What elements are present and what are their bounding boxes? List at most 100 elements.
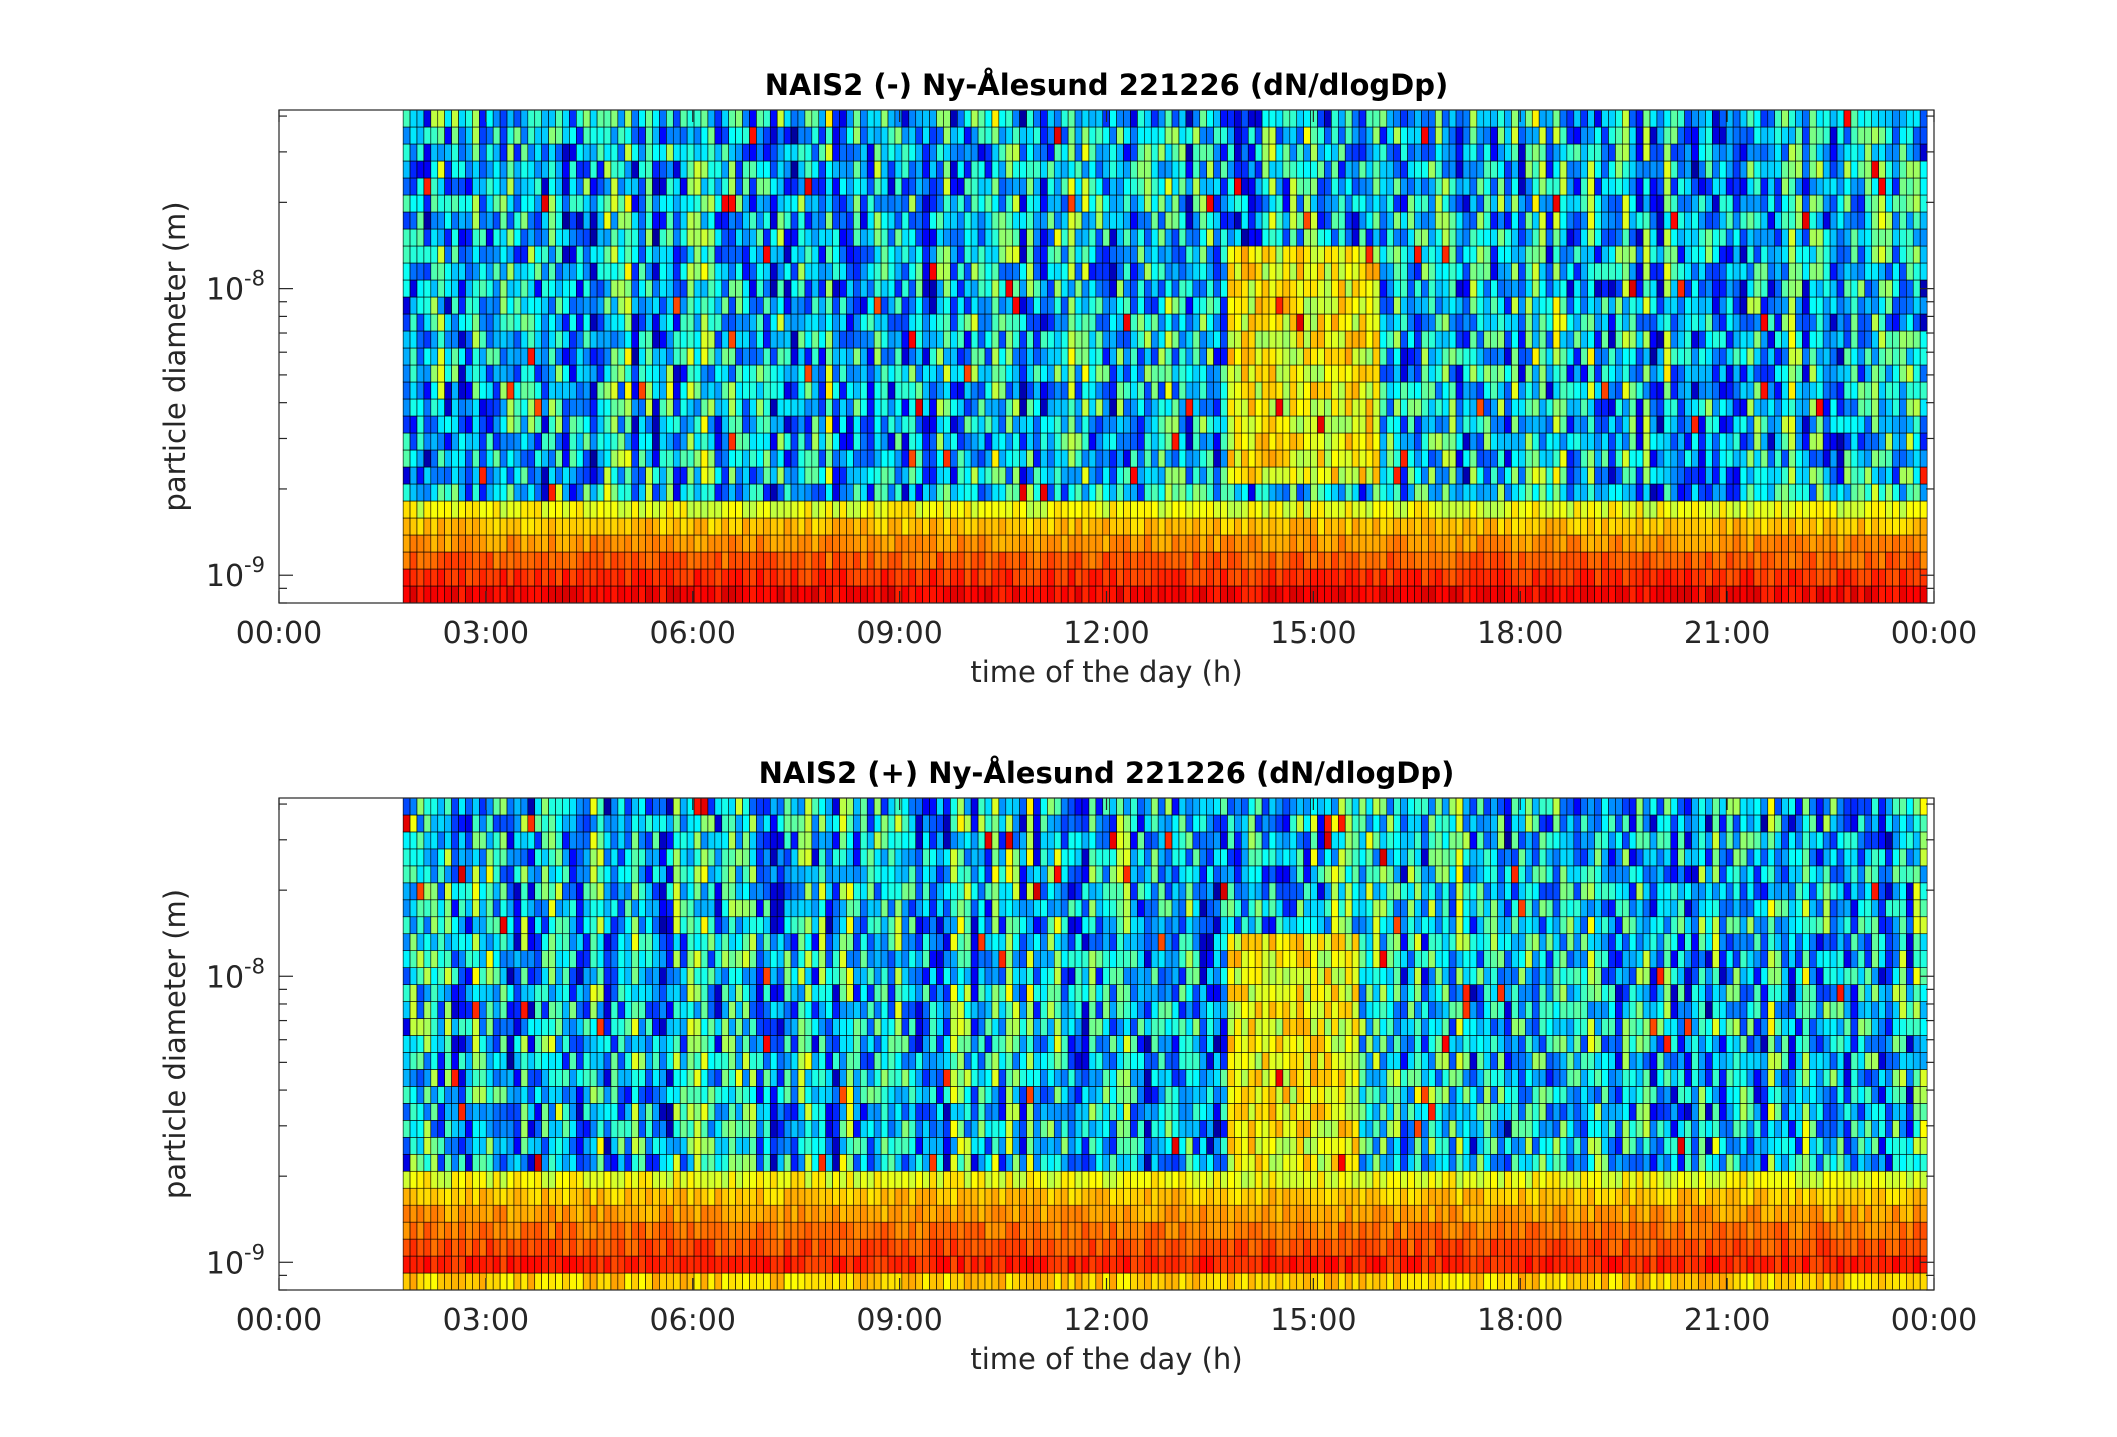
heatmap-cell [991,415,1000,434]
heatmap-cell [853,551,861,570]
heatmap-cell [1434,466,1443,485]
heatmap-cell [638,517,646,536]
heatmap-cell [860,568,868,587]
heatmap-cell [1351,466,1360,485]
heatmap-cell [1116,347,1124,366]
heatmap-cell [534,160,542,179]
heatmap-cell [465,296,473,315]
heatmap-cell [659,330,667,349]
heatmap-cell [1365,432,1374,451]
heatmap-cell [1434,551,1443,570]
heatmap-cell [541,483,549,502]
heatmap-cell [1407,177,1415,196]
heatmap-cell [437,245,445,264]
heatmap-cell [1594,534,1602,553]
heatmap-cell [1012,398,1020,417]
heatmap-cell [1220,466,1228,485]
heatmap-cell [1310,568,1318,587]
heatmap-cell [721,330,730,349]
heatmap-cell [1337,551,1346,570]
heatmap-cell [1497,415,1505,434]
heatmap-cell [783,194,792,213]
heatmap-cell [1261,466,1270,485]
heatmap-cell [451,279,459,298]
heatmap-cell [714,415,723,434]
heatmap-cell [769,466,778,485]
heatmap-cell [1033,347,1041,366]
heatmap-cell [624,143,633,162]
heatmap-cell [430,143,439,162]
heatmap-cell [1372,177,1381,196]
heatmap-cell [693,551,702,570]
heatmap-cell [472,500,480,519]
heatmap-cell [513,483,522,502]
heatmap-cell [1303,177,1311,196]
heatmap-cell [1518,126,1526,145]
heatmap-cell [1144,160,1152,179]
heatmap-cell [1566,126,1575,145]
heatmap-cell [1400,262,1408,281]
heatmap-cell [1067,279,1076,298]
heatmap-cell [465,347,473,366]
heatmap-cell [506,177,515,196]
heatmap-cell [1102,143,1111,162]
heatmap-cell [1206,585,1214,604]
heatmap-cell [1337,143,1346,162]
heatmap-cell [1157,313,1166,332]
heatmap-cell [499,415,508,434]
heatmap-cell [1552,330,1561,349]
heatmap-cell [1559,313,1568,332]
heatmap-cell [645,279,653,298]
heatmap-cell [416,534,425,553]
heatmap-cell [742,585,750,604]
heatmap-cell [956,262,965,281]
heatmap-cell [1164,500,1173,519]
heatmap-cell [950,313,958,332]
heatmap-cell [1005,398,1014,417]
heatmap-cell [1538,194,1547,213]
heatmap-cell [1414,194,1422,213]
heatmap-cell [866,313,875,332]
heatmap-cell [846,296,854,315]
heatmap-cell [1137,500,1145,519]
heatmap-cell [472,415,480,434]
heatmap-cell [666,194,674,213]
heatmap-cell [1400,279,1408,298]
heatmap-cell [735,177,743,196]
heatmap-cell [423,500,432,519]
heatmap-cell [666,228,674,247]
heatmap-cell [1185,432,1194,451]
heatmap-cell [492,364,501,383]
heatmap-cell [929,245,937,264]
heatmap-cell [444,585,452,604]
heatmap-cell [575,109,584,128]
heatmap-cell [1552,211,1561,230]
heatmap-cell [1552,160,1561,179]
heatmap-cell [499,296,508,315]
heatmap-cell [693,228,702,247]
heatmap-cell [1421,568,1429,587]
heatmap-cell [1421,245,1429,264]
heatmap-cell [1130,381,1138,400]
heatmap-cell [589,330,598,349]
heatmap-cell [1282,177,1291,196]
heatmap-cell [714,143,723,162]
heatmap-cell [984,313,993,332]
heatmap-cell [1504,449,1512,468]
heatmap-cell [603,347,612,366]
heatmap-cell [769,279,778,298]
heatmap-cell [1268,483,1277,502]
heatmap-cell [1386,228,1395,247]
heatmap-cell [610,109,619,128]
chart-title: NAIS2 (-) Ny-Ålesund 221226 (dN/dlogDp) [765,68,1448,102]
heatmap-cell [1033,228,1041,247]
heatmap-cell [790,449,799,468]
heatmap-cell [1469,398,1478,417]
heatmap-cell [1296,500,1304,519]
heatmap-cell [714,313,723,332]
heatmap-cell [1213,432,1221,451]
heatmap-cell [756,585,764,604]
heatmap-cell [693,364,702,383]
heatmap-cell [1351,568,1360,587]
heatmap-cell [887,126,896,145]
